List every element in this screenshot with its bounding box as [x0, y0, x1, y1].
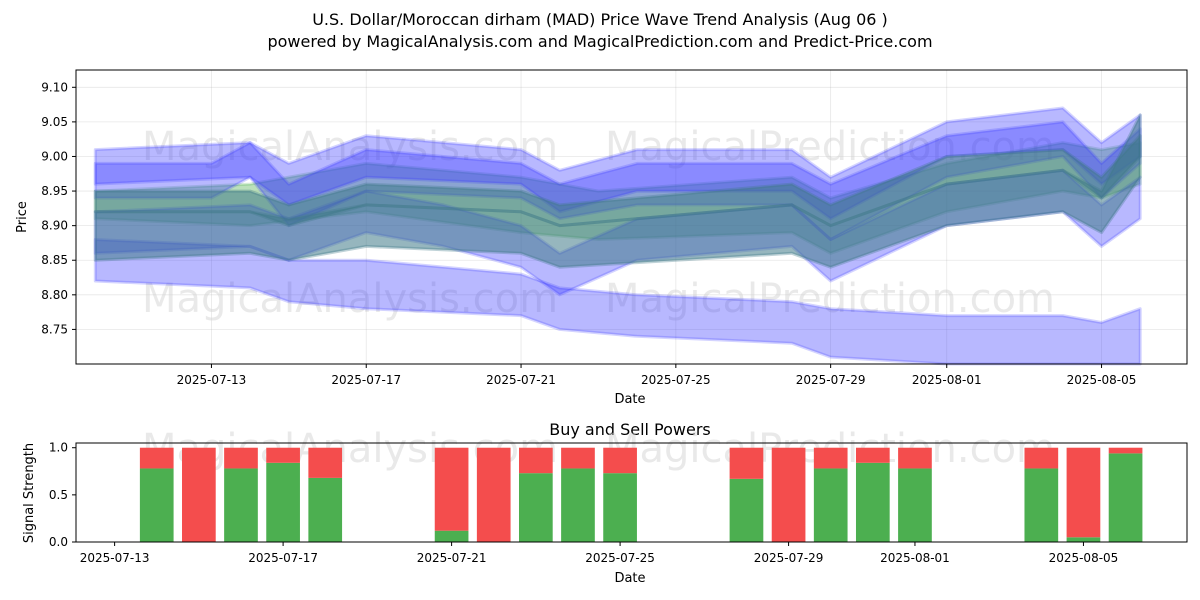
signal-x-tick-label: 2025-07-29	[754, 551, 824, 565]
buy-bar	[266, 462, 300, 542]
signal-x-tick-label: 2025-07-21	[417, 551, 487, 565]
buy-bar	[518, 473, 553, 542]
signal-x-tick-label: 2025-07-25	[585, 551, 655, 565]
price-x-axis-label: Date	[614, 392, 645, 407]
sell-bar	[1024, 447, 1059, 469]
price-x-tick-label: 2025-07-29	[796, 373, 866, 387]
chart-subtitle: powered by MagicalAnalysis.com and Magic…	[267, 32, 932, 51]
sell-bar	[182, 447, 216, 542]
price-x-axis: 2025-07-13 2025-07-17 2025-07-21 2025-07-25…	[177, 364, 1137, 387]
price-y-axis: 8.75 8.80 8.85 8.90 8.95 9.00 9.05 9.10	[41, 80, 76, 336]
buy-bar	[308, 477, 343, 542]
signal-x-tick-label: 2025-08-01	[880, 551, 950, 565]
buy-bar	[603, 473, 637, 542]
price-y-tick-label: 8.95	[41, 184, 68, 198]
buy-bar	[434, 530, 469, 542]
buy-bar	[224, 468, 258, 542]
price-y-tick-label: 8.75	[41, 322, 68, 336]
price-band-teal-6	[93, 134, 1142, 228]
signal-y-tick-label: 1.0	[49, 441, 68, 455]
price-x-tick-label: 2025-07-17	[331, 373, 401, 387]
sell-bar	[813, 447, 848, 469]
sell-bar	[476, 447, 511, 542]
sell-bar	[434, 447, 469, 531]
sell-bar	[898, 447, 932, 469]
buy-bar	[898, 468, 932, 542]
sell-bar	[561, 447, 595, 469]
price-x-tick-label: 2025-08-01	[912, 373, 982, 387]
sell-bar	[266, 447, 300, 463]
buy-bar	[561, 468, 595, 542]
watermark-top-1: MagicalAnalysis.com	[142, 124, 558, 170]
buy-bar	[1024, 468, 1059, 542]
sell-bar	[518, 447, 553, 474]
price-plot-frame	[75, 69, 1188, 365]
buy-bar	[1066, 537, 1101, 542]
price-x-tick-label: 2025-08-05	[1067, 373, 1137, 387]
sell-bar	[729, 447, 764, 479]
signal-chart: Buy and Sell Powers MagicalAnalysis.com …	[22, 420, 1188, 586]
signal-y-axis: 0.0 0.5 1.0	[49, 441, 76, 549]
signal-chart-title: Buy and Sell Powers	[549, 420, 711, 439]
sell-bar	[139, 447, 174, 469]
sell-bar	[603, 447, 637, 474]
signal-y-tick-label: 0.5	[49, 488, 68, 502]
signal-plot-frame	[75, 442, 1188, 543]
sell-bar	[1066, 447, 1101, 538]
sell-bar	[1108, 447, 1143, 454]
sell-bar	[771, 447, 806, 542]
sell-bar	[308, 447, 343, 478]
price-y-tick-label: 8.90	[41, 219, 68, 233]
watermark-top-3: MagicalAnalysis.com	[142, 276, 558, 322]
chart-title: U.S. Dollar/Moroccan dirham (MAD) Price …	[312, 10, 888, 29]
price-x-tick-label: 2025-07-21	[486, 373, 556, 387]
price-y-tick-label: 9.05	[41, 115, 68, 129]
price-wave-bands	[93, 106, 1142, 366]
signal-x-axis-label: Date	[614, 571, 645, 586]
signal-x-tick-label: 2025-08-05	[1049, 551, 1119, 565]
buy-bar	[729, 478, 764, 542]
price-y-axis-label: Price	[15, 201, 30, 233]
signal-y-axis-label: Signal Strength	[22, 443, 37, 543]
price-y-tick-label: 9.00	[41, 149, 68, 163]
signal-y-tick-label: 0.0	[49, 535, 68, 549]
price-y-tick-label: 8.85	[41, 253, 68, 267]
signal-bars	[139, 447, 1143, 542]
buy-bar	[855, 462, 890, 542]
sell-bar	[855, 447, 890, 463]
price-y-tick-label: 8.80	[41, 288, 68, 302]
price-chart: MagicalAnalysis.com MagicalPrediction.co…	[15, 69, 1188, 407]
price-y-tick-label: 9.10	[41, 80, 68, 94]
watermark-top-4: MagicalPrediction.com	[605, 276, 1055, 322]
signal-x-axis: 2025-07-13 2025-07-17 2025-07-21 2025-07-25…	[80, 542, 1119, 565]
sell-bar	[224, 447, 258, 469]
signal-x-tick-label: 2025-07-13	[80, 551, 150, 565]
buy-bar	[813, 468, 848, 542]
buy-bar	[1108, 453, 1143, 542]
price-x-tick-label: 2025-07-25	[641, 373, 711, 387]
price-x-tick-label: 2025-07-13	[177, 373, 247, 387]
buy-bar	[139, 468, 174, 542]
signal-x-tick-label: 2025-07-17	[248, 551, 318, 565]
